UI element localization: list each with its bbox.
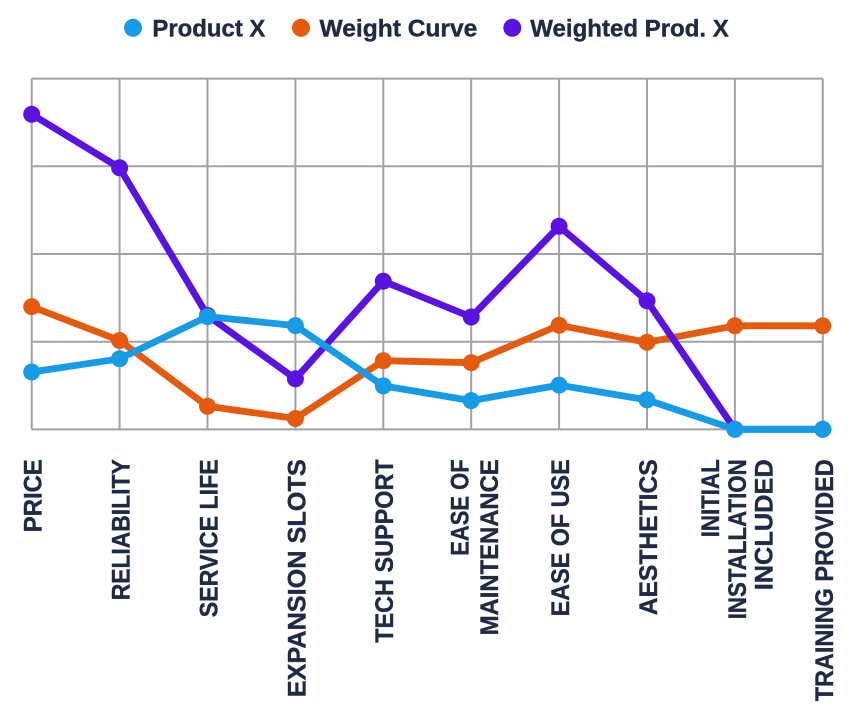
svg-text:EASE OF USE: EASE OF USE: [547, 459, 575, 616]
svg-text:INSTALLATION: INSTALLATION: [724, 459, 752, 619]
svg-text:TECH SUPPORT: TECH SUPPORT: [371, 459, 399, 643]
svg-text:AESTHETICS: AESTHETICS: [635, 459, 663, 615]
svg-text:Weight Curve: Weight Curve: [320, 15, 478, 42]
svg-text:EASE OF: EASE OF: [446, 459, 474, 556]
svg-text:TRAINING PROVIDED: TRAINING PROVIDED: [811, 459, 839, 701]
svg-text:PRICE: PRICE: [20, 459, 48, 532]
svg-text:SERVICE LIFE: SERVICE LIFE: [195, 459, 223, 617]
svg-text:EXPANSION SLOTS: EXPANSION SLOTS: [283, 459, 311, 697]
svg-text:RELIABILITY: RELIABILITY: [108, 459, 136, 600]
svg-text:MAINTENANCE: MAINTENANCE: [476, 459, 504, 635]
svg-text:Weighted Prod. X: Weighted Prod. X: [530, 15, 729, 42]
svg-text:Product X: Product X: [152, 15, 265, 42]
svg-text:INCLUDED: INCLUDED: [751, 459, 779, 590]
svg-text:INITIAL: INITIAL: [697, 459, 725, 537]
